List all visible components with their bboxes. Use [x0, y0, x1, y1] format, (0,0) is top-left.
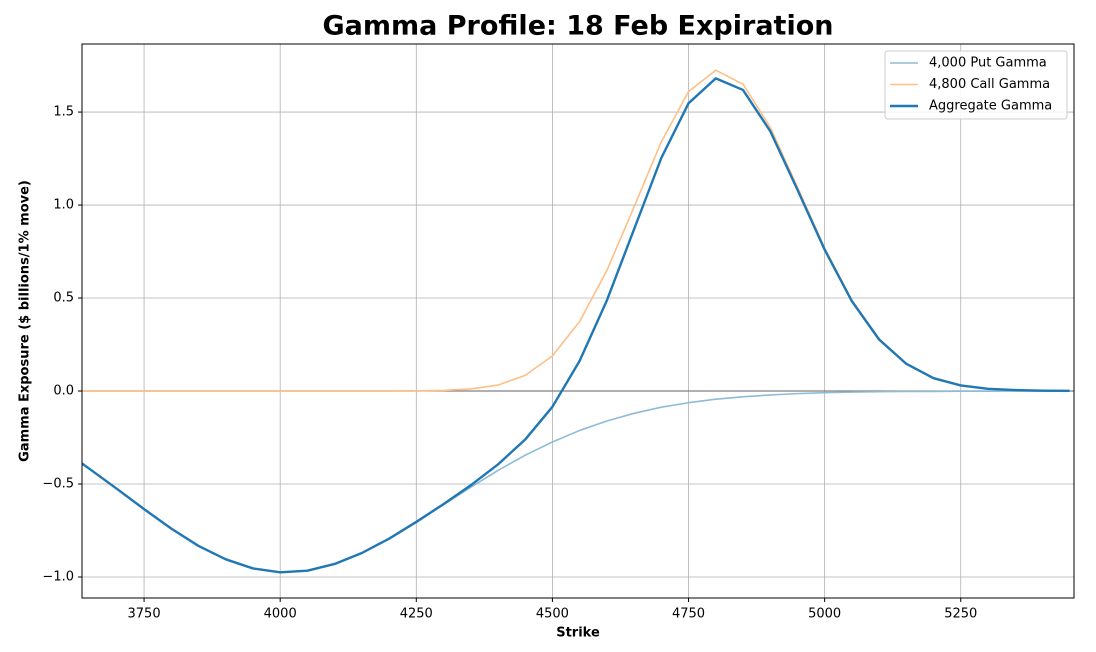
x-tick-label: 4500 [536, 607, 569, 622]
y-tick-label: −1.0 [42, 569, 74, 584]
x-tick-label: 4750 [672, 607, 705, 622]
legend-label: 4,800 Call Gamma [929, 77, 1050, 92]
y-tick-label: −0.5 [42, 477, 74, 492]
x-tick-label: 5000 [808, 607, 841, 622]
x-tick-label: 4250 [400, 607, 433, 622]
x-axis-label: Strike [556, 626, 600, 641]
plot-frame [81, 43, 1075, 599]
legend-label: 4,000 Put Gamma [929, 56, 1047, 71]
legend-label: Aggregate Gamma [929, 99, 1052, 114]
y-tick-label: 1.5 [53, 105, 74, 120]
legend: 4,000 Put Gamma 4,800 Call Gamma Aggregate… [884, 50, 1068, 120]
legend-box [884, 50, 1068, 120]
series-line [82, 77, 1070, 574]
y-tick-label: 0.5 [53, 291, 74, 306]
y-tick-label: 1.0 [53, 198, 74, 213]
chart-title: Gamma Profile: 18 Feb Expiration [323, 11, 834, 42]
x-tick-label: 4000 [264, 607, 297, 622]
y-axis-label: Gamma Exposure ($ billions/1% move) [18, 180, 33, 462]
series-line [82, 390, 1070, 574]
y-tick-label: 0.0 [53, 384, 74, 399]
x-tick-label: 3750 [128, 607, 161, 622]
x-tick-label: 5250 [944, 607, 977, 622]
